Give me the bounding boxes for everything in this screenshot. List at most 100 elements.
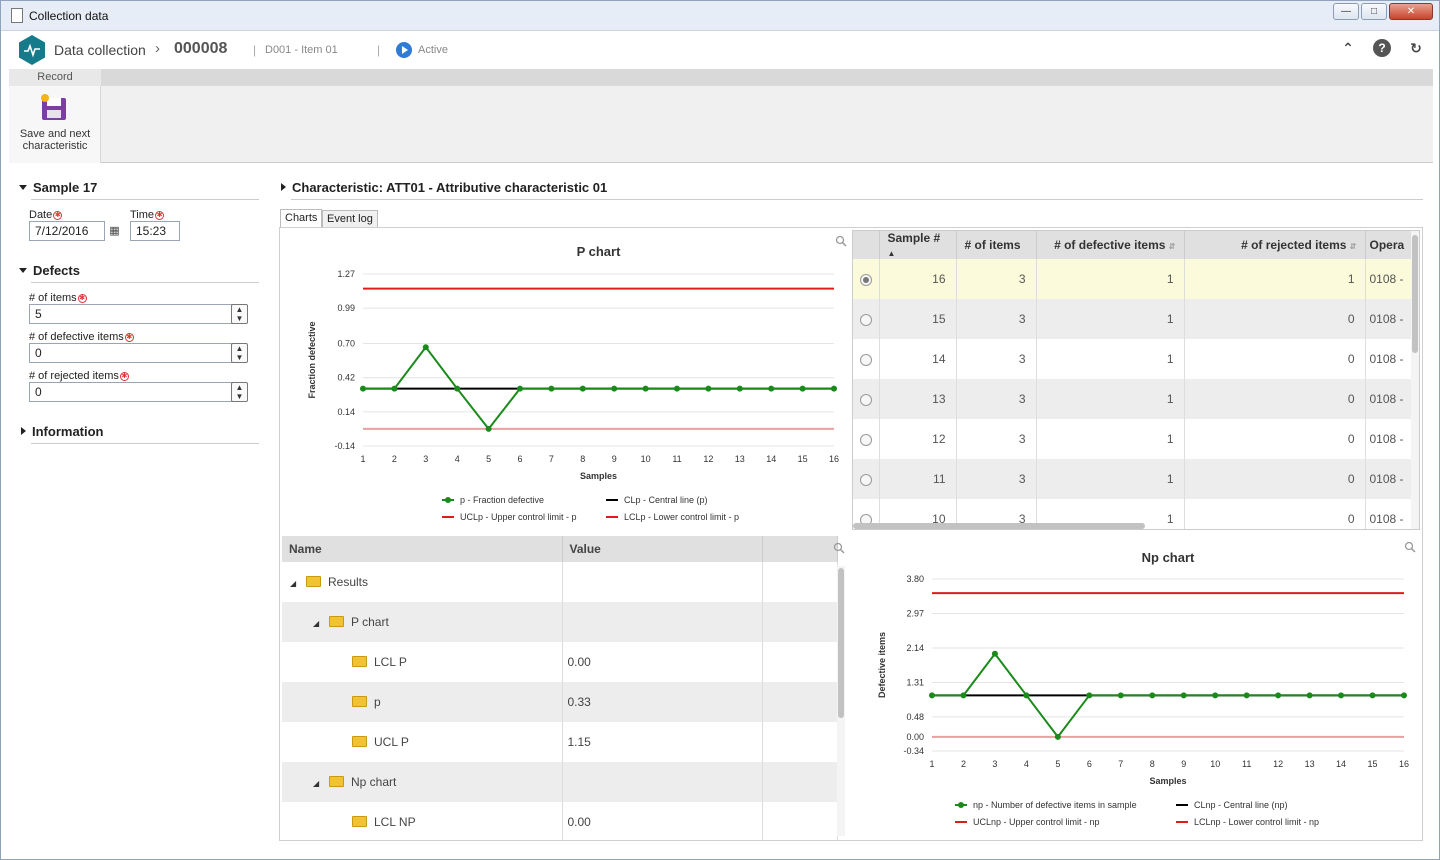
legend-label: UCLnp - Upper control limit - np — [973, 817, 1100, 827]
column-header-name[interactable]: Name — [282, 536, 563, 562]
required-icon: ✱ — [119, 372, 129, 381]
cell-items: 3 — [956, 259, 1037, 299]
information-section-toggle[interactable]: Information — [21, 424, 104, 439]
save-next-characteristic-button[interactable]: Save and next characteristic — [9, 86, 101, 163]
x-tick-label: 13 — [735, 454, 745, 464]
cell-rejected: 0 — [1184, 379, 1366, 419]
cell-defective: 1 — [1036, 339, 1185, 379]
zoom-icon[interactable] — [833, 542, 845, 554]
tree-value — [562, 562, 763, 602]
expand-toggle-icon[interactable]: ◢ — [313, 619, 320, 628]
row-select-radio[interactable] — [853, 419, 880, 459]
tree-row[interactable]: p 0.33 — [282, 682, 838, 722]
characteristic-toggle[interactable]: Characteristic: ATT01 - Attributive char… — [281, 180, 607, 195]
sample-section-toggle[interactable]: Sample 17 — [19, 180, 97, 195]
x-tick-label: 2 — [961, 759, 966, 769]
tab-event-log[interactable]: Event log — [322, 210, 378, 229]
chevron-up-icon[interactable]: ▲ — [235, 305, 244, 314]
data-point — [799, 385, 806, 392]
defects-section-toggle[interactable]: Defects — [19, 263, 80, 278]
row-select-radio[interactable] — [853, 379, 880, 419]
tree-row[interactable]: ◢ P chart — [282, 602, 838, 642]
rejected-input[interactable]: 0 — [29, 382, 234, 402]
expand-toggle-icon[interactable]: ◢ — [290, 579, 297, 588]
y-tick-label: -0.34 — [903, 746, 924, 756]
defective-stepper[interactable]: ▲ ▼ — [231, 343, 248, 363]
defective-input[interactable]: 0 — [29, 343, 234, 363]
series-line-0 — [363, 345, 834, 431]
column-header-defective[interactable]: # of defective items ⇵ — [1036, 231, 1185, 259]
table-row[interactable]: 11 3 1 0 0108 - — [853, 459, 1414, 499]
table-row[interactable]: 16 3 1 1 0108 - — [853, 259, 1414, 299]
main-content: Sample 17 Date ✱ 7/12/2016 ▦ Time ✱ 15:23 … — [9, 163, 1433, 855]
zoom-icon[interactable] — [1404, 541, 1416, 553]
row-select-radio[interactable] — [853, 259, 880, 299]
row-select-radio[interactable] — [853, 339, 880, 379]
vertical-scrollbar[interactable] — [837, 566, 845, 836]
app-name[interactable]: Data collection — [54, 42, 146, 58]
rejected-stepper[interactable]: ▲ ▼ — [231, 382, 248, 402]
x-axis-label: Samples — [1149, 776, 1186, 786]
ribbon-tab-record[interactable]: Record — [9, 69, 101, 86]
help-icon[interactable]: ? — [1373, 39, 1391, 57]
zoom-icon[interactable] — [835, 235, 847, 247]
row-select-radio[interactable] — [853, 459, 880, 499]
data-point — [485, 425, 492, 432]
tree-row[interactable]: ◢ Np chart — [282, 762, 838, 802]
chevron-down-icon[interactable]: ▼ — [235, 392, 244, 401]
maximize-button[interactable]: □ — [1361, 3, 1387, 20]
chevron-up-icon[interactable]: ▲ — [235, 344, 244, 353]
series-line-0 — [932, 652, 1404, 739]
chevron-down-icon[interactable]: ▼ — [235, 314, 244, 323]
items-stepper[interactable]: ▲ ▼ — [231, 304, 248, 324]
data-point — [1212, 692, 1219, 699]
tree-row[interactable]: LCL NP 0.00 — [282, 802, 838, 840]
close-button[interactable]: ✕ — [1389, 3, 1433, 20]
tree-name: P chart — [351, 615, 389, 629]
expand-toggle-icon[interactable]: ◢ — [313, 779, 320, 788]
items-input[interactable]: 5 — [29, 304, 234, 324]
x-tick-label: 11 — [1242, 759, 1251, 769]
y-axis-label: Fraction defective — [307, 321, 317, 398]
horizontal-scrollbar[interactable] — [853, 523, 1145, 529]
cell-rejected: 0 — [1184, 299, 1366, 339]
tree-name: Results — [328, 575, 369, 589]
date-input[interactable]: 7/12/2016 — [29, 221, 105, 241]
column-header-sample[interactable]: Sample # ▲ — [879, 231, 957, 259]
tab-charts[interactable]: Charts — [280, 209, 323, 228]
tree-row[interactable]: UCL P 1.15 — [282, 722, 838, 762]
column-header-items[interactable]: # of items — [956, 231, 1037, 259]
sort-icon: ⇵ — [1349, 242, 1357, 251]
tree-row[interactable]: ◢ Results — [282, 562, 838, 602]
vertical-scrollbar[interactable] — [1411, 231, 1419, 529]
table-row[interactable]: 14 3 1 0 0108 - — [853, 339, 1414, 379]
data-point — [517, 385, 523, 392]
row-select-radio[interactable] — [853, 299, 880, 339]
x-tick-label: 7 — [1118, 759, 1123, 769]
separator: | — [253, 43, 257, 57]
x-tick-label: 5 — [486, 454, 491, 464]
refresh-icon[interactable]: ↻ — [1410, 40, 1422, 56]
y-tick-label: 0.99 — [337, 303, 355, 313]
table-row[interactable]: 15 3 1 0 0108 - — [853, 299, 1414, 339]
tree-empty-cell — [762, 602, 838, 642]
save-next-label: Save and next characteristic — [9, 128, 101, 152]
y-tick-label: 2.97 — [906, 608, 924, 618]
y-axis-label: Defective items — [877, 632, 887, 698]
column-header-operator[interactable]: Opera — [1365, 231, 1414, 259]
chevron-down-icon[interactable]: ▼ — [235, 353, 244, 362]
table-row[interactable]: 12 3 1 0 0108 - — [853, 419, 1414, 459]
calendar-icon[interactable]: ▦ — [109, 225, 120, 237]
time-input[interactable]: 15:23 — [130, 221, 180, 241]
tree-row[interactable]: LCL P 0.00 — [282, 642, 838, 682]
x-tick-label: 10 — [1210, 759, 1220, 769]
column-header-rejected[interactable]: # of rejected items ⇵ — [1184, 231, 1366, 259]
minimize-button[interactable]: — — [1333, 3, 1359, 20]
chevron-up-icon[interactable]: ▲ — [235, 383, 244, 392]
collapse-icon[interactable]: ⌃ — [1342, 40, 1354, 56]
folder-icon — [306, 576, 321, 587]
column-header-value[interactable]: Value — [562, 536, 763, 562]
table-row[interactable]: 13 3 1 0 0108 - — [853, 379, 1414, 419]
cell-items: 3 — [956, 299, 1037, 339]
legend-marker — [958, 802, 964, 808]
